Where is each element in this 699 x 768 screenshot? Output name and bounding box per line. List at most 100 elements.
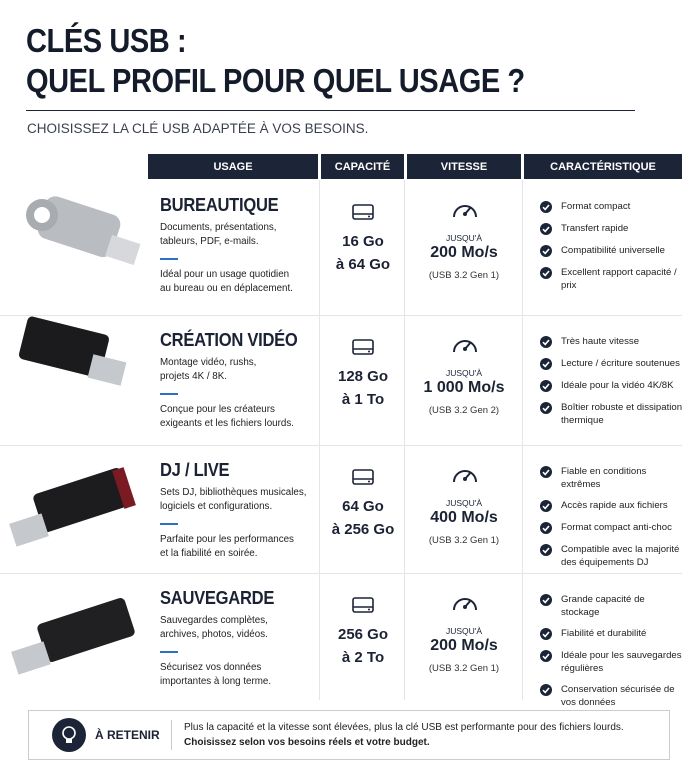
feature: Fiable en conditions extrêmes: [561, 466, 647, 490]
check-icon: [540, 245, 552, 257]
speed-icon: [451, 200, 479, 225]
usage-desc: Montage vidéo, rushs,: [160, 357, 257, 368]
accent-dash: [160, 651, 178, 653]
feature: Conservation sécurisée de vos données: [561, 684, 675, 708]
usage-desc: Sets DJ, bibliothèques musicales,: [160, 487, 307, 498]
column-divider: [404, 180, 405, 700]
feature: Format compact anti-choc: [561, 522, 672, 533]
column-header: USAGE: [148, 154, 318, 179]
drive-video: [18, 316, 127, 386]
check-icon: [540, 650, 552, 662]
speed: 200 Mo/s: [430, 637, 498, 654]
feature: Boîtier robuste et dissipation thermique: [561, 402, 683, 426]
title-rule: [26, 110, 635, 111]
footer-text: Plus la capacité et la vitesse sont élev…: [184, 722, 624, 733]
check-icon: [540, 684, 552, 696]
usage-name: SAUVEGARDE: [160, 588, 275, 608]
drive-pictures: [9, 196, 141, 675]
speed-note: (USB 3.2 Gen 2): [428, 405, 500, 416]
usage-desc: projets 4K / 8K.: [160, 371, 227, 382]
footer-divider: [171, 720, 172, 750]
feature: Idéale pour les sauvegardes régulières: [561, 650, 682, 674]
usage-note: et la fiabilité en soirée.: [160, 548, 258, 559]
drive-dj: [9, 467, 136, 547]
speed: 200 Mo/s: [430, 244, 498, 261]
capacity: 64 Go: [342, 498, 384, 515]
storage-icon: [352, 339, 374, 360]
storage-icon: [352, 597, 374, 618]
speed-prefix: JUSQU'À: [445, 233, 483, 243]
bulb-icon: [52, 718, 86, 752]
usage-name: CRÉATION VIDÉO: [160, 330, 298, 350]
feature: Lecture / écriture soutenues: [561, 358, 680, 369]
storage-icon: [352, 204, 374, 225]
speed-icon: [451, 465, 479, 490]
usage-desc: Documents, présentations,: [160, 222, 277, 233]
usage-note: au bureau ou en déplacement.: [160, 283, 293, 294]
check-icon: [540, 628, 552, 640]
column-header: VITESSE: [407, 154, 521, 179]
accent-dash: [160, 393, 178, 395]
drive-metal: [26, 196, 141, 266]
speed: 1 000 Mo/s: [423, 379, 505, 396]
footer-emphasis: Choisissez selon vos besoins réels et vo…: [184, 737, 430, 748]
usage-note: Conçue pour les créateurs: [160, 404, 275, 415]
speed-note: (USB 3.2 Gen 1): [428, 270, 500, 281]
check-icon: [540, 500, 552, 512]
footer-label: À RETENIR: [95, 728, 160, 742]
speed-icon: [451, 335, 479, 360]
check-icon: [540, 544, 552, 556]
usage-note: Idéal pour un usage quotidien: [160, 269, 290, 280]
usage-name: DJ / LIVE: [160, 460, 230, 480]
usage-note: Sécurisez vos données: [160, 662, 262, 673]
accent-dash: [160, 258, 178, 260]
check-icon: [540, 380, 552, 392]
usage-desc: Sauvegardes complètes,: [160, 615, 268, 626]
feature: Compatible avec la majorité des équipeme…: [561, 544, 680, 568]
accent-dash: [160, 523, 178, 525]
column-divider: [319, 180, 320, 700]
usage-name: BUREAUTIQUE: [160, 195, 279, 215]
feature: Compatibilité universelle: [561, 245, 665, 256]
usage-desc: tableurs, PDF, e-mails.: [160, 236, 259, 247]
footer-box: [28, 710, 670, 760]
speed-icon: [451, 593, 479, 618]
storage-icon: [352, 469, 374, 490]
feature: Idéale pour la vidéo 4K/8K: [561, 380, 674, 391]
usage-note: importantes à long terme.: [160, 676, 272, 687]
capacity: à 256 Go: [331, 521, 395, 538]
feature: Format compact: [561, 201, 631, 212]
subtitle: CHOISISSEZ LA CLÉ USB ADAPTÉE À VOS BESO…: [27, 121, 369, 136]
feature: Accès rapide aux fichiers: [561, 500, 668, 511]
speed-prefix: JUSQU'À: [445, 368, 483, 378]
speed: 400 Mo/s: [430, 509, 498, 526]
feature: Fiabilité et durabilité: [561, 628, 647, 639]
feature: Transfert rapide: [561, 223, 629, 234]
speed-note: (USB 3.2 Gen 1): [428, 535, 500, 546]
check-icon: [540, 223, 552, 235]
row-divider: [0, 573, 682, 574]
check-icon: [540, 358, 552, 370]
check-icon: [540, 336, 552, 348]
column-divider: [522, 180, 523, 700]
feature: Très haute vitesse: [561, 336, 640, 347]
usage-desc: logiciels et configurations.: [160, 501, 273, 512]
usage-desc: archives, photos, vidéos.: [160, 629, 268, 640]
check-icon: [540, 201, 552, 213]
capacity: à 1 To: [341, 391, 385, 408]
column-header: CAPACITÉ: [321, 154, 404, 179]
speed-prefix: JUSQU'À: [445, 498, 483, 508]
speed-prefix: JUSQU'À: [445, 626, 483, 636]
title-line: CLÉS USB :: [26, 22, 187, 59]
feature: Excellent rapport capacité / prix: [561, 267, 677, 291]
check-icon: [540, 522, 552, 534]
speed-note: (USB 3.2 Gen 1): [428, 663, 500, 674]
drive-backup: [11, 598, 135, 675]
check-icon: [540, 594, 552, 606]
capacity: 16 Go: [342, 233, 384, 250]
row-divider: [0, 315, 682, 316]
check-icon: [540, 466, 552, 478]
usage-note: Parfaite pour les performances: [160, 534, 294, 545]
check-icon: [540, 267, 552, 279]
